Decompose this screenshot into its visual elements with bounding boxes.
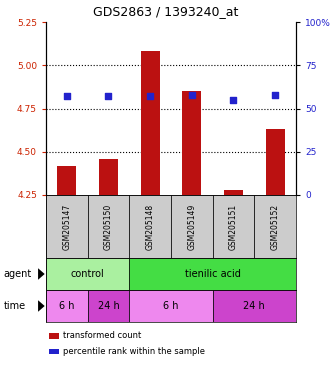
- Text: GSM205149: GSM205149: [187, 204, 196, 250]
- Bar: [224, 190, 243, 195]
- Bar: [99, 159, 118, 195]
- Bar: [88, 195, 129, 258]
- Polygon shape: [38, 268, 45, 280]
- Bar: [213, 290, 296, 322]
- Point: [189, 92, 195, 98]
- Bar: [182, 91, 201, 195]
- Bar: [58, 166, 76, 195]
- Bar: [141, 51, 160, 195]
- Bar: [129, 258, 296, 290]
- Bar: [88, 290, 129, 322]
- Text: GSM205152: GSM205152: [271, 204, 280, 250]
- Text: control: control: [71, 269, 105, 279]
- Bar: [129, 195, 171, 258]
- Bar: [49, 349, 59, 354]
- Point: [106, 93, 111, 99]
- Text: GSM205151: GSM205151: [229, 204, 238, 250]
- Point: [148, 93, 153, 99]
- Text: 24 h: 24 h: [98, 301, 119, 311]
- Text: 6 h: 6 h: [59, 301, 74, 311]
- Text: GSM205148: GSM205148: [146, 204, 155, 250]
- Bar: [254, 195, 296, 258]
- Text: transformed count: transformed count: [63, 331, 141, 340]
- Bar: [46, 258, 129, 290]
- Text: GSM205147: GSM205147: [62, 204, 71, 250]
- Bar: [49, 333, 59, 339]
- Bar: [46, 195, 88, 258]
- Text: percentile rank within the sample: percentile rank within the sample: [63, 347, 205, 356]
- Text: 6 h: 6 h: [163, 301, 179, 311]
- Point: [64, 93, 70, 99]
- Bar: [171, 195, 213, 258]
- Bar: [129, 290, 213, 322]
- Text: GSM205150: GSM205150: [104, 204, 113, 250]
- Point: [231, 97, 236, 103]
- Text: time: time: [3, 301, 25, 311]
- Bar: [46, 290, 88, 322]
- Text: GDS2863 / 1393240_at: GDS2863 / 1393240_at: [93, 5, 238, 18]
- Text: agent: agent: [3, 269, 31, 279]
- Bar: [266, 129, 285, 195]
- Text: 24 h: 24 h: [244, 301, 265, 311]
- Text: tienilic acid: tienilic acid: [185, 269, 241, 279]
- Polygon shape: [38, 300, 45, 312]
- Bar: [213, 195, 254, 258]
- Point: [272, 92, 278, 98]
